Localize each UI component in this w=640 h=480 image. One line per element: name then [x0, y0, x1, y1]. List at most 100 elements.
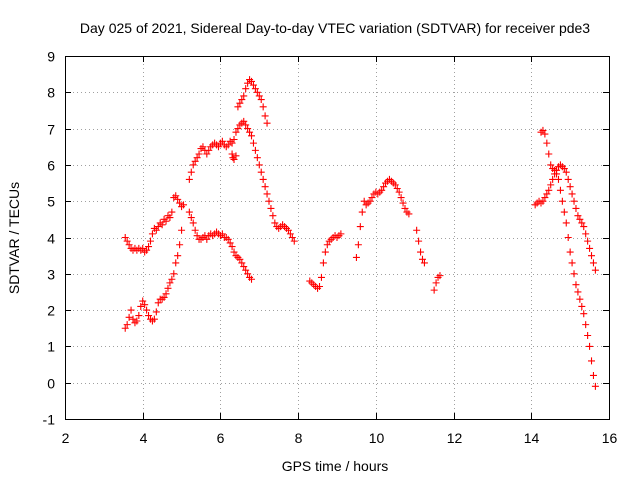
- data-point: [191, 226, 199, 234]
- data-point: [267, 204, 275, 212]
- data-point: [380, 183, 388, 191]
- data-point: [160, 293, 168, 301]
- data-point: [146, 237, 154, 245]
- data-point: [154, 223, 162, 231]
- data-point: [574, 288, 582, 296]
- data-point: [168, 275, 176, 283]
- y-tick-label: 7: [47, 122, 55, 138]
- data-point: [145, 312, 153, 320]
- data-point: [417, 248, 425, 256]
- data-points: [121, 76, 599, 390]
- data-point: [230, 155, 238, 163]
- data-point: [420, 259, 428, 267]
- data-point: [248, 77, 256, 85]
- data-point: [251, 146, 259, 154]
- data-point: [263, 190, 271, 198]
- data-point: [553, 170, 561, 178]
- data-point: [368, 194, 376, 202]
- data-point: [158, 221, 166, 229]
- data-point: [248, 132, 256, 140]
- data-point: [187, 168, 195, 176]
- data-point: [180, 201, 188, 209]
- data-point: [321, 248, 329, 256]
- data-point: [139, 297, 147, 305]
- data-point: [240, 117, 248, 125]
- data-point: [226, 239, 234, 247]
- data-point: [236, 99, 244, 107]
- data-point: [244, 125, 252, 133]
- data-point: [317, 273, 325, 281]
- data-point: [189, 161, 197, 169]
- data-point: [572, 204, 580, 212]
- data-point: [121, 324, 129, 332]
- data-point: [174, 195, 182, 203]
- data-point: [543, 139, 551, 147]
- data-point: [205, 146, 213, 154]
- data-point: [265, 197, 273, 205]
- data-point: [172, 192, 180, 200]
- data-point: [401, 204, 409, 212]
- data-point: [141, 301, 149, 309]
- data-point: [560, 208, 568, 216]
- y-tick-label: 6: [47, 158, 55, 174]
- data-point: [366, 197, 374, 205]
- data-point: [195, 150, 203, 158]
- data-point: [576, 295, 584, 303]
- data-point: [566, 248, 574, 256]
- data-point: [242, 121, 250, 129]
- data-point: [232, 152, 240, 160]
- data-point: [356, 223, 364, 231]
- data-point: [240, 92, 248, 100]
- y-tick-label: -1: [43, 412, 56, 428]
- data-point: [218, 230, 226, 238]
- data-point: [586, 244, 594, 252]
- data-point: [164, 284, 172, 292]
- data-point: [152, 226, 160, 234]
- data-point: [570, 197, 578, 205]
- data-point: [150, 315, 158, 323]
- data-point: [574, 212, 582, 220]
- data-point: [352, 253, 360, 261]
- data-point: [135, 312, 143, 320]
- data-point: [564, 175, 572, 183]
- data-point: [558, 197, 566, 205]
- data-point: [238, 259, 246, 267]
- x-tick-label: 16: [602, 430, 618, 446]
- y-tick-label: 2: [47, 303, 55, 319]
- data-point: [545, 186, 553, 194]
- data-point: [572, 281, 580, 289]
- chart-title: Day 025 of 2021, Sidereal Day-to-day VTE…: [80, 20, 590, 36]
- data-point: [166, 214, 174, 222]
- data-point: [176, 241, 184, 249]
- data-point: [129, 315, 137, 323]
- data-point: [564, 234, 572, 241]
- data-point: [214, 143, 222, 151]
- data-point: [244, 270, 252, 278]
- data-point: [284, 226, 292, 234]
- x-tick-label: 8: [295, 430, 303, 446]
- data-point: [176, 199, 184, 207]
- data-point: [137, 302, 145, 310]
- data-point: [393, 184, 401, 192]
- data-point: [269, 212, 277, 220]
- data-point: [187, 214, 195, 222]
- data-point: [178, 226, 186, 234]
- data-point: [566, 183, 574, 191]
- data-point: [166, 279, 174, 287]
- data-point: [562, 219, 570, 227]
- data-point: [541, 130, 549, 138]
- data-point: [554, 175, 562, 183]
- data-point: [228, 243, 236, 251]
- data-point: [125, 313, 133, 321]
- data-point: [539, 197, 547, 205]
- data-point: [591, 266, 599, 274]
- data-point: [539, 126, 547, 134]
- data-point: [547, 161, 555, 169]
- data-point: [545, 150, 553, 158]
- data-point: [234, 125, 242, 133]
- data-point: [249, 81, 257, 89]
- data-point: [261, 112, 269, 120]
- data-point: [354, 241, 362, 249]
- x-tick-label: 14: [524, 430, 540, 446]
- data-point: [432, 279, 440, 287]
